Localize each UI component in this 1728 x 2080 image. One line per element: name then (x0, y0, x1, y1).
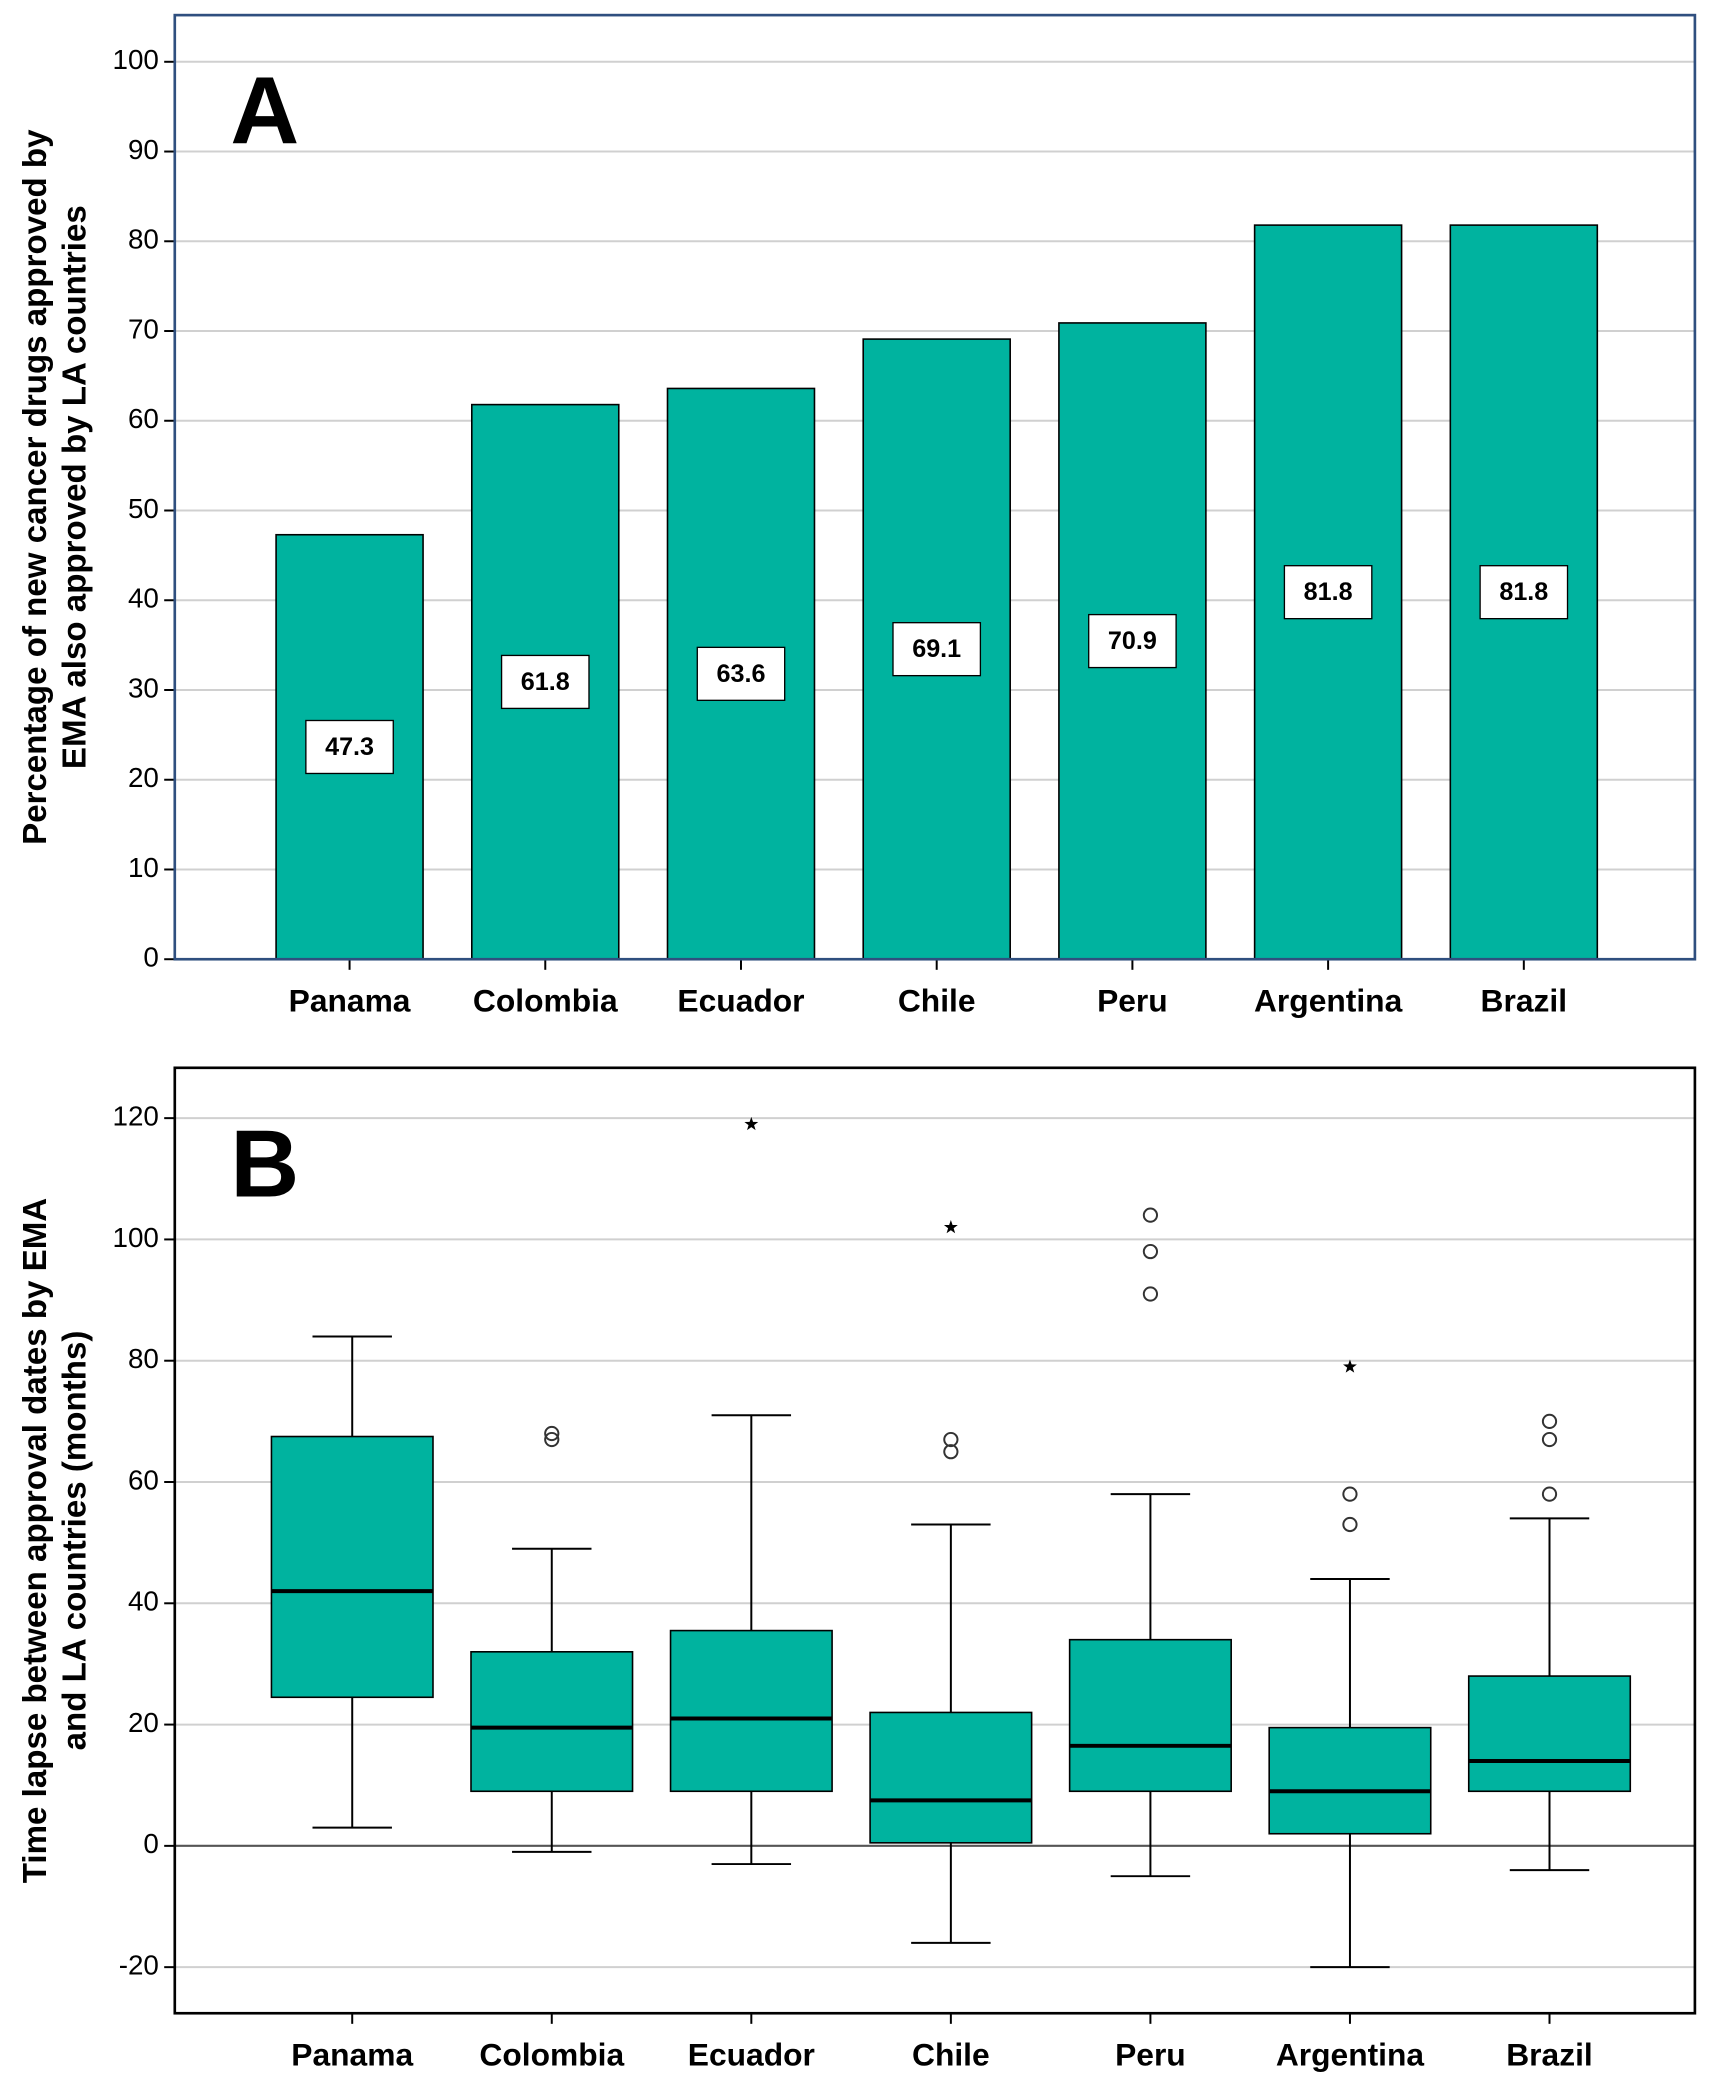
panel-label: A (230, 59, 299, 165)
box (669, 1629, 833, 1793)
x-tick-label: Panama (289, 982, 411, 1018)
x-tick-label: Ecuador (688, 2036, 815, 2072)
y-tick-label: 40 (128, 1586, 159, 1617)
x-tick-label: Brazil (1481, 982, 1568, 1018)
x-tick-label: Chile (912, 2036, 990, 2072)
y-tick-label: 50 (128, 493, 159, 524)
y-tick-label: 80 (128, 1343, 159, 1374)
y-tick-label: 120 (113, 1100, 159, 1131)
y-tick-label: 100 (113, 44, 159, 75)
box (1068, 1638, 1232, 1793)
value-label-box (1479, 565, 1569, 620)
outlier (1342, 1486, 1358, 1502)
extreme (744, 1116, 759, 1131)
y-tick-label: 20 (128, 1707, 159, 1738)
box (869, 1711, 1033, 1844)
y-tick-label: 70 (128, 313, 159, 344)
outlier (1142, 1207, 1159, 1223)
outlier (1142, 1243, 1159, 1260)
y-tick-label: 60 (128, 1464, 159, 1495)
box (270, 1435, 434, 1699)
value-label-box (1088, 613, 1177, 669)
outlier (943, 1444, 959, 1460)
y-tick-label: 10 (128, 852, 159, 883)
x-tick-label: Colombia (479, 2036, 624, 2072)
y-axis-label: EMA also approved by LA countries (57, 205, 94, 769)
outlier (1142, 1286, 1159, 1302)
value-label-box (696, 646, 786, 701)
y-axis-label: Percentage of new cancer drugs approved … (17, 129, 54, 845)
y-tick-label: 60 (128, 403, 159, 434)
y-tick-label: 80 (128, 224, 159, 255)
outlier (1541, 1486, 1558, 1502)
outlier (544, 1431, 560, 1448)
x-tick-label: Peru (1097, 982, 1168, 1018)
y-tick-label: 90 (128, 134, 159, 165)
value-label: 81.8 (1304, 578, 1353, 606)
extreme (1343, 1359, 1357, 1373)
outlier (1541, 1413, 1558, 1429)
extreme (943, 1220, 958, 1234)
plot-frame (173, 1066, 1697, 2015)
y-tick-label: 0 (143, 1828, 158, 1859)
value-label-box (892, 622, 982, 677)
x-tick-label: Ecuador (677, 982, 804, 1018)
y-axis-label: and LA countries (months) (57, 1331, 94, 1751)
y-tick-label: 30 (128, 672, 159, 703)
box (1268, 1726, 1432, 1835)
value-label: 47.3 (325, 733, 374, 761)
box (470, 1651, 634, 1793)
x-tick-label: Chile (898, 982, 976, 1018)
y-tick-label: 100 (113, 1222, 159, 1253)
box (1467, 1675, 1632, 1793)
x-tick-label: Argentina (1254, 982, 1403, 1018)
x-tick-label: Colombia (473, 982, 618, 1018)
x-tick-label: Argentina (1276, 2036, 1425, 2072)
outlier (943, 1431, 959, 1448)
value-label-box (1283, 565, 1373, 620)
x-tick-label: Brazil (1506, 2036, 1593, 2072)
y-tick-label: 40 (128, 583, 159, 614)
outlier (544, 1425, 560, 1442)
value-label-box (305, 719, 394, 775)
x-tick-label: Peru (1115, 2036, 1186, 2072)
outlier (1342, 1516, 1358, 1533)
plot-frame (173, 13, 1697, 961)
y-tick-label: 0 (143, 942, 158, 973)
y-tick-label: -20 (119, 1949, 159, 1980)
value-label: 61.8 (521, 668, 570, 696)
value-label: 81.8 (1499, 578, 1548, 606)
panel-label: B (230, 1111, 299, 1217)
y-axis-label: Time lapse between approval dates by EMA (17, 1198, 54, 1883)
x-tick-label: Panama (291, 2036, 413, 2072)
value-label-box (500, 654, 590, 710)
value-label: 69.1 (912, 635, 961, 663)
y-tick-label: 20 (128, 762, 159, 793)
outlier (1541, 1431, 1558, 1448)
value-label: 63.6 (717, 660, 766, 688)
value-label: 70.9 (1108, 627, 1157, 655)
